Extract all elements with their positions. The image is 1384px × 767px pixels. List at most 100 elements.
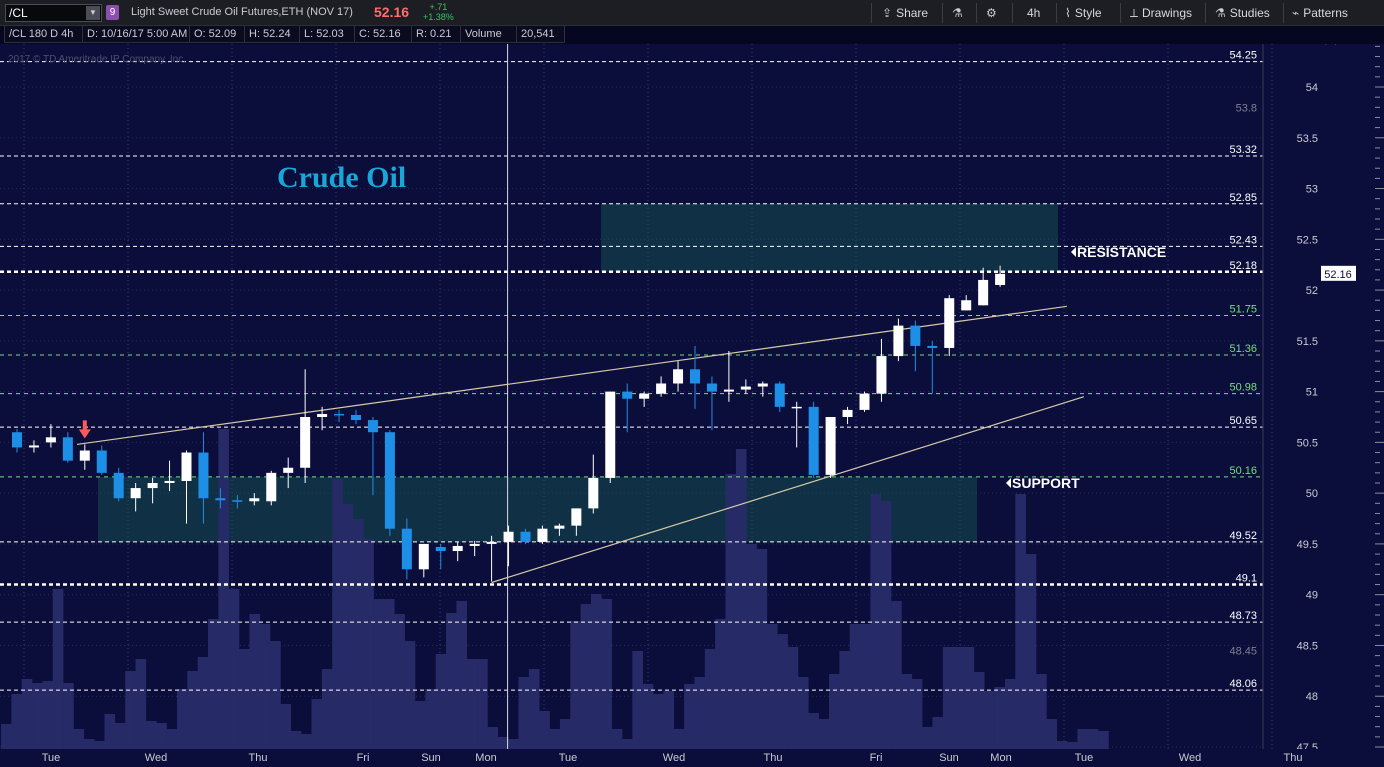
candle-body xyxy=(79,450,90,461)
volume-bar xyxy=(321,669,333,749)
link-group-badge[interactable]: 9 xyxy=(106,5,119,20)
patterns-button[interactable]: ⌁ Patterns xyxy=(1292,4,1348,22)
x-tick-label: Tue xyxy=(42,752,61,764)
volume-bar xyxy=(11,694,22,749)
y-tick-label: 49.5 xyxy=(1297,539,1318,551)
x-tick-label: Mon xyxy=(990,752,1011,764)
x-tick-label: Wed xyxy=(663,752,685,764)
price-level-label: 48.73 xyxy=(1229,610,1257,622)
candle-body xyxy=(690,369,700,384)
bar-low: L: 52.03 xyxy=(299,26,355,43)
last-price-tag: 52.16 xyxy=(1324,269,1352,281)
candle-body xyxy=(673,369,684,384)
volume-bar xyxy=(1025,554,1037,749)
instrument-description: Light Sweet Crude Oil Futures,ETH (NOV 1… xyxy=(131,6,353,18)
volume-bar xyxy=(932,717,944,749)
volume-bar xyxy=(1,724,12,749)
volume-bar xyxy=(549,729,561,749)
volume-bar xyxy=(63,683,74,749)
volume-bar xyxy=(363,539,374,749)
volume-bar xyxy=(197,657,209,749)
volume-bar xyxy=(942,647,954,749)
candle-body xyxy=(520,531,531,542)
x-tick-label: Fri xyxy=(870,752,883,764)
candle-body xyxy=(774,383,785,407)
volume-bar xyxy=(508,739,519,749)
trendline xyxy=(491,396,1085,584)
x-tick-label: Wed xyxy=(1179,752,1201,764)
volume-bar xyxy=(756,549,768,749)
studies-button[interactable]: ⚗ Studies xyxy=(1215,4,1270,22)
volume-bar xyxy=(259,624,271,749)
x-tick-label: Sun xyxy=(939,752,959,764)
candle-body xyxy=(266,472,277,502)
volume-bar xyxy=(208,619,219,749)
candle-body xyxy=(130,488,141,499)
volume-bar xyxy=(1056,741,1068,749)
volume-bar xyxy=(125,671,136,749)
volume-bar xyxy=(860,624,871,749)
candle-body xyxy=(706,383,717,392)
volume-bar xyxy=(766,624,778,749)
volume-bar xyxy=(963,647,975,749)
volume-bar xyxy=(270,641,281,749)
annotation-resistance: RESISTANCE xyxy=(1077,244,1166,260)
volume-bar xyxy=(684,684,695,749)
volume-bar xyxy=(446,613,457,749)
volume-bar xyxy=(725,474,737,749)
volume-bar xyxy=(73,729,85,749)
price-levels: 54.25 53.32 52.85 52.43 52.18 51.75 51.36 50.98… xyxy=(0,50,1263,691)
symbol-input[interactable]: /CL ▼ xyxy=(5,4,102,22)
candle-body xyxy=(317,413,328,417)
candle-body xyxy=(961,300,972,311)
volume-bar xyxy=(973,672,985,749)
volume-bar xyxy=(477,659,488,749)
price-level-label: 48.06 xyxy=(1229,678,1257,690)
candle-body xyxy=(486,541,497,544)
volume-bar xyxy=(622,739,633,749)
x-tick-label: Mon xyxy=(475,752,496,764)
candle-body xyxy=(605,391,616,478)
price-chart[interactable]: 54.25 53.32 52.85 52.43 52.18 51.75 51.36 50.98… xyxy=(0,44,1384,767)
patterns-label: Patterns xyxy=(1303,6,1348,20)
price-change: +.71 +1.38% xyxy=(423,2,454,22)
cursor-icon: ⤫ xyxy=(1325,44,1336,48)
volume-bar xyxy=(176,689,188,749)
timeframe-button[interactable]: 4h xyxy=(1027,6,1041,20)
volume-bar xyxy=(611,729,623,749)
zone-resistance xyxy=(601,203,1058,272)
volume-bar xyxy=(663,691,675,749)
price-level-label: 53.32 xyxy=(1229,144,1257,156)
drawings-label: Drawings xyxy=(1142,6,1193,20)
share-button[interactable]: ⇪ Share xyxy=(882,4,928,22)
symbol-dropdown-icon[interactable]: ▼ xyxy=(86,6,100,20)
candle-body xyxy=(723,389,734,392)
volume-bar xyxy=(311,699,323,749)
volume-bar xyxy=(135,659,147,749)
volume-bar xyxy=(829,674,840,749)
volume-bar xyxy=(590,594,602,749)
candle-body xyxy=(249,498,260,502)
candle-body xyxy=(842,409,853,417)
drawings-button[interactable]: ⟂ Drawings xyxy=(1130,4,1192,22)
candle-body xyxy=(503,531,514,542)
volume-bar xyxy=(849,624,861,749)
y-tick-label: 52.5 xyxy=(1297,234,1318,246)
settings-button[interactable]: ⚙ xyxy=(986,4,1001,22)
volume-bar xyxy=(694,677,706,749)
price-level-label-grey: 48.45 xyxy=(1229,646,1257,658)
toolbar-separator xyxy=(1056,3,1057,23)
candle-body xyxy=(96,450,107,473)
candle-body xyxy=(740,386,751,390)
volume-bar xyxy=(891,601,902,749)
volume-bar xyxy=(156,723,167,749)
volume-bar xyxy=(953,647,964,749)
flask-button[interactable]: ⚗ xyxy=(952,4,967,22)
volume-bar xyxy=(994,687,1006,749)
candle-body xyxy=(825,417,836,475)
x-tick-label: Thu xyxy=(764,752,783,764)
bar-high: H: 52.24 xyxy=(244,26,300,43)
volume-bar xyxy=(653,694,664,749)
volume-bar xyxy=(383,599,395,749)
style-button[interactable]: ⌇ Style xyxy=(1065,4,1102,22)
